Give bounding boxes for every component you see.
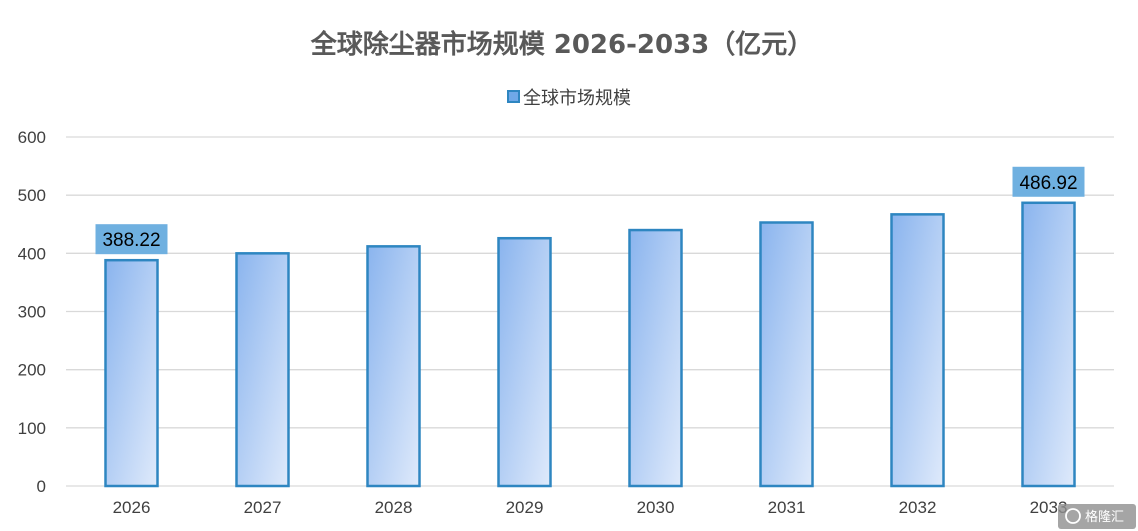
bar-2028 [366, 245, 421, 488]
data-label-value: 388.22 [102, 230, 160, 251]
bar-2033 [1021, 201, 1076, 488]
bar-2026 [104, 258, 159, 488]
bar-2030 [628, 228, 683, 488]
bar-2032 [890, 213, 945, 488]
data-label-box [1012, 166, 1085, 197]
x-tick-label: 2029 [506, 498, 544, 517]
y-tick-label: 600 [18, 128, 46, 147]
x-axis-ticks: 2026 2027 2028 2029 2030 2031 2032 2033 [113, 498, 1068, 517]
x-tick-label: 2030 [637, 498, 675, 517]
bar-2029 [497, 236, 552, 488]
x-tick-label: 2026 [113, 498, 151, 517]
x-tick-label: 2028 [375, 498, 413, 517]
data-label-box [95, 224, 168, 255]
y-tick-label: 200 [18, 361, 46, 380]
y-tick-label: 100 [18, 419, 46, 438]
data-label-2033: 486.92 [1012, 166, 1085, 197]
y-tick-label: 300 [18, 303, 46, 322]
data-label-value: 486.92 [1019, 173, 1077, 194]
data-label-2026: 388.22 [95, 224, 168, 255]
bar-2031 [759, 221, 814, 488]
x-tick-label: 2027 [244, 498, 282, 517]
watermark-text: 格隆汇 [1085, 509, 1124, 525]
y-tick-label: 0 [37, 477, 46, 496]
x-tick-label: 2033 [1030, 498, 1068, 517]
bars [104, 201, 1076, 488]
legend: 全球市场规模 [507, 88, 631, 109]
data-labels: 388.22 486.92 [95, 166, 1085, 255]
watermark-logo-icon [1065, 508, 1081, 524]
y-axis-ticks: 0 100 200 300 400 500 600 [18, 128, 46, 496]
y-tick-label: 400 [18, 244, 46, 263]
legend-label: 全球市场规模 [523, 88, 631, 109]
gridlines [66, 136, 1114, 487]
x-tick-label: 2031 [768, 498, 806, 517]
watermark: 格隆汇 [1058, 504, 1136, 529]
bar-2027 [235, 252, 290, 488]
y-tick-label: 500 [18, 186, 46, 205]
legend-swatch [507, 90, 520, 103]
chart-title: 全球除尘器市场规模 2026-2033（亿元） [310, 29, 814, 60]
x-tick-label: 2032 [899, 498, 937, 517]
